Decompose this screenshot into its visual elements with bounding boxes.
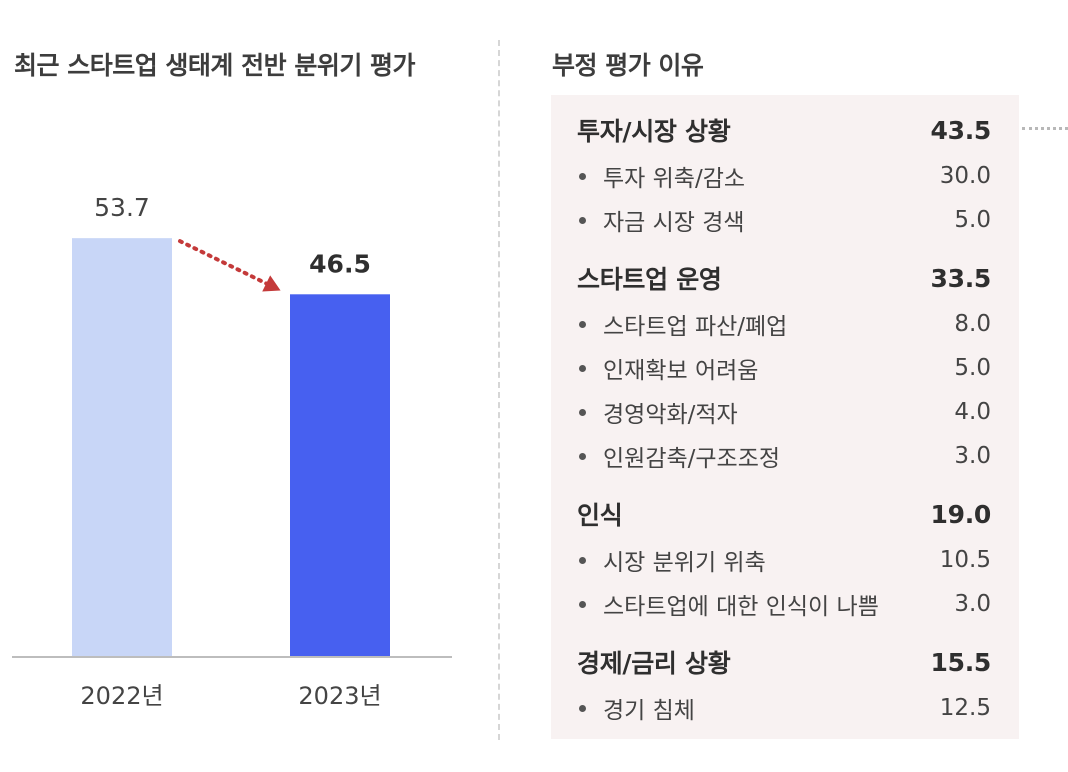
- reason-category-row: 투자/시장 상황 43.5: [577, 110, 991, 150]
- reason-text: 인재확보 어려움: [603, 358, 759, 384]
- reason-item-label: 인재확보 어려움: [577, 351, 758, 385]
- reason-text: 투자 위축/감소: [603, 166, 746, 192]
- reason-item-label: 경영악화/적자: [577, 395, 738, 429]
- reason-value: 5.0: [954, 207, 991, 233]
- bar-1: [290, 294, 390, 657]
- reason-item-row: 자금 시장 경색 5.0: [577, 200, 991, 240]
- bar-chart: 53.7 2022년 46.5 2023년: [12, 193, 452, 710]
- reason-item-label: 투자 위축/감소: [577, 159, 745, 193]
- reason-category-row: 경제/금리 상황 15.5: [577, 642, 991, 682]
- reason-item-label: 시장 분위기 위축: [577, 543, 766, 577]
- reason-item-row: 경영악화/적자 4.0: [577, 392, 991, 432]
- reason-text: 경영악화/적자: [603, 402, 738, 428]
- reason-category-row: 스타트업 운영 33.5: [577, 258, 991, 298]
- reasons-panel: 투자/시장 상황 43.5 투자 위축/감소 30.0 자금 시장 경색 5.0 스타트업 …: [551, 95, 1019, 739]
- reason-item-label: 경기 침체: [577, 691, 695, 725]
- reason-item-label: 스타트업 파산/폐업: [577, 307, 787, 341]
- dotted-leader-line: [1022, 127, 1068, 130]
- reason-text: 인원감축/구조조정: [603, 446, 781, 472]
- reason-value: 10.5: [939, 547, 991, 573]
- reason-text: 시장 분위기 위축: [603, 550, 766, 576]
- reason-value: 30.0: [939, 163, 991, 189]
- reason-value: 8.0: [954, 311, 991, 337]
- reason-item-row: 스타트업에 대한 인식이 나쁨 3.0: [577, 584, 991, 624]
- reason-value: 5.0: [954, 355, 991, 381]
- reason-text: 스타트업 운영: [577, 265, 722, 294]
- decline-arrow-line: [178, 239, 270, 287]
- reason-text: 투자/시장 상황: [577, 117, 731, 146]
- reason-value: 19.0: [930, 499, 992, 529]
- decline-arrow-head: [262, 275, 281, 292]
- reason-value: 15.5: [930, 647, 992, 677]
- reasons-title: 부정 평가 이유: [552, 51, 704, 80]
- reason-category-label: 스타트업 운영: [577, 260, 722, 296]
- reason-value: 4.0: [954, 399, 991, 425]
- reason-value: 33.5: [930, 263, 992, 293]
- bullet-icon: [579, 704, 586, 712]
- bar-0: [72, 238, 172, 657]
- reason-text: 인식: [577, 501, 623, 530]
- bullet-icon: [579, 408, 586, 416]
- reason-text: 경기 침체: [603, 698, 695, 724]
- bullet-icon: [579, 320, 586, 328]
- reason-item-row: 시장 분위기 위축 10.5: [577, 540, 991, 580]
- reason-item-row: 스타트업 파산/폐업 8.0: [577, 304, 991, 344]
- bullet-icon: [579, 452, 586, 460]
- chart-title: 최근 스타트업 생태계 전반 분위기 평가: [14, 51, 416, 80]
- bullet-icon: [579, 364, 586, 372]
- reason-category-label: 투자/시장 상황: [577, 112, 731, 148]
- reason-value: 3.0: [954, 443, 991, 469]
- bullet-icon: [579, 600, 586, 608]
- reason-text: 스타트업에 대한 인식이 나쁨: [603, 594, 879, 620]
- reason-text: 자금 시장 경색: [603, 210, 745, 236]
- reason-text: 스타트업 파산/폐업: [603, 314, 788, 340]
- reason-item-row: 투자 위축/감소 30.0: [577, 156, 991, 196]
- bullet-icon: [579, 216, 586, 224]
- bar-value-label-1: 46.5: [309, 249, 371, 278]
- reason-item-row: 인원감축/구조조정 3.0: [577, 436, 991, 476]
- reason-item-label: 자금 시장 경색: [577, 203, 745, 237]
- bar-value-label-0: 53.7: [94, 193, 150, 222]
- reason-category-label: 인식: [577, 496, 623, 532]
- bullet-icon: [579, 556, 586, 564]
- reason-item-row: 인재확보 어려움 5.0: [577, 348, 991, 388]
- reason-value: 12.5: [939, 695, 991, 721]
- reason-item-row: 경기 침체 12.5: [577, 688, 991, 728]
- reason-item-label: 스타트업에 대한 인식이 나쁨: [577, 587, 879, 621]
- category-label-1: 2023년: [298, 682, 381, 710]
- category-label-0: 2022년: [80, 682, 163, 710]
- reason-value: 43.5: [930, 115, 992, 145]
- reason-category-label: 경제/금리 상황: [577, 644, 731, 680]
- reason-category-row: 인식 19.0: [577, 494, 991, 534]
- section-divider: [498, 40, 500, 740]
- bullet-icon: [579, 172, 586, 180]
- reason-text: 경제/금리 상황: [577, 649, 731, 678]
- reason-value: 3.0: [954, 591, 991, 617]
- reason-item-label: 인원감축/구조조정: [577, 439, 780, 473]
